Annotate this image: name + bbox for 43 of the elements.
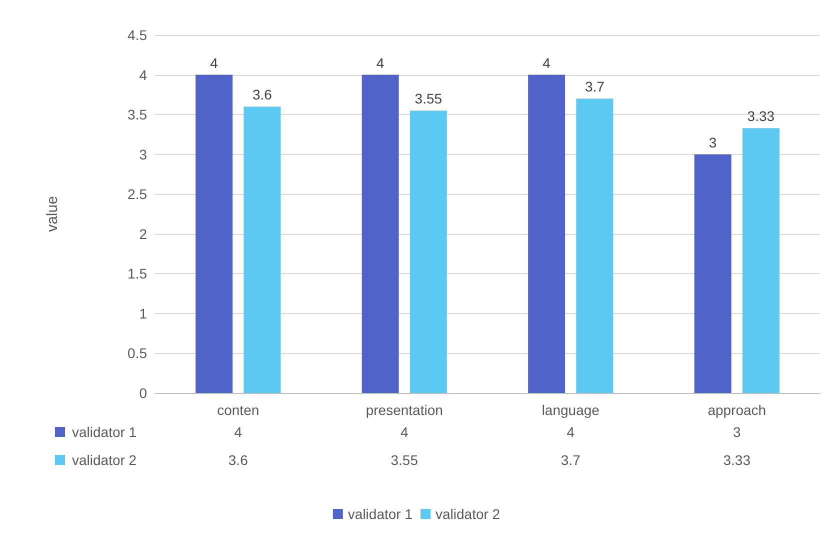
bar xyxy=(528,74,566,393)
data-label: 3.7 xyxy=(560,452,581,468)
legend-label: validator 2 xyxy=(436,506,500,522)
data-label: 3.55 xyxy=(390,452,418,468)
x-tick-label: conten xyxy=(217,402,260,418)
bar xyxy=(410,110,447,393)
bar xyxy=(742,128,780,393)
bar xyxy=(362,74,399,393)
y-tick-label: 0.5 xyxy=(128,345,148,362)
bar xyxy=(196,74,233,393)
annotation: 3.7 xyxy=(584,78,605,95)
x-tick-label: language xyxy=(542,402,600,418)
y-tick-label: 4.5 xyxy=(128,27,148,43)
annotation: 3.33 xyxy=(747,108,775,124)
y-tick-label: 3 xyxy=(139,146,148,162)
x-tick-label: presentation xyxy=(366,402,443,418)
y-tick-label: 2 xyxy=(139,226,148,242)
data-label: 3 xyxy=(732,424,741,440)
annotation: 3 xyxy=(708,134,717,150)
y-axis-title: value xyxy=(44,196,61,232)
bar xyxy=(244,106,281,393)
bar xyxy=(694,154,732,393)
y-tick-label: 4 xyxy=(139,66,148,83)
annotation: 3.55 xyxy=(414,90,442,107)
annotation: 4 xyxy=(376,54,384,71)
data-label: 4 xyxy=(566,424,575,440)
legend-label: validator 1 xyxy=(72,424,137,440)
bar xyxy=(576,98,614,393)
y-tick-label: 3.5 xyxy=(128,106,148,123)
y-tick-label: 0 xyxy=(139,385,148,401)
annotation: 3.6 xyxy=(252,86,272,103)
y-tick-label: 1.5 xyxy=(128,266,148,282)
annotation: 4 xyxy=(210,54,218,71)
x-tick-label: approach xyxy=(708,402,766,418)
y-tick-label: 1 xyxy=(139,305,148,322)
data-label: 4 xyxy=(234,424,242,440)
data-label: 4 xyxy=(400,424,408,440)
data-label: 3.6 xyxy=(228,452,248,468)
text: validator 2 xyxy=(72,452,137,468)
data-label: 3.33 xyxy=(723,452,751,468)
y-tick-label: 2.5 xyxy=(128,186,148,202)
annotation: 4 xyxy=(542,54,551,71)
text: validator 1 xyxy=(348,506,412,522)
